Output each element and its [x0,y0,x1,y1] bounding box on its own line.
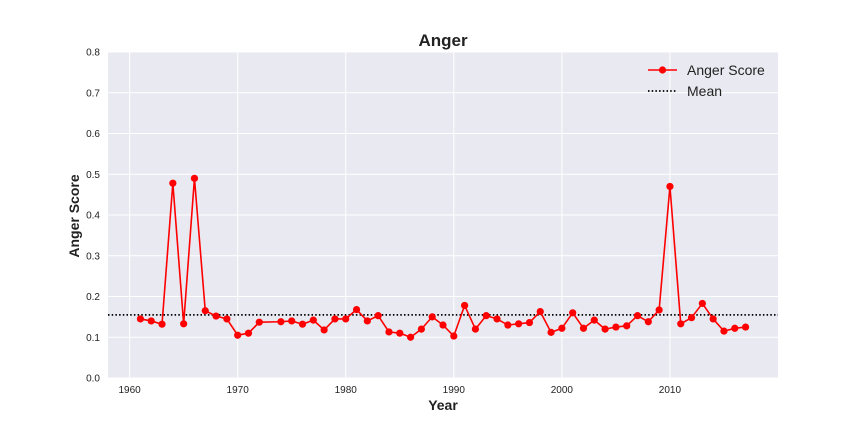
anger-score-point [720,327,728,335]
x-axis-title: Year [428,397,458,413]
anger-score-point [298,320,307,328]
anger-score-point [547,328,555,336]
anger-score-point [439,321,447,329]
y-tick-label: 0.6 [86,129,100,140]
anger-score-point [612,323,620,331]
x-axis-ticks: 1960 1970 1980 1990 2000 2010 [118,385,681,396]
anger-score-point [385,328,393,336]
anger-score-point [136,315,145,323]
chart-title: Anger [418,31,468,50]
anger-score-point [309,316,317,324]
anger-score-point [396,329,404,337]
y-tick-label: 0.1 [86,333,100,344]
anger-score-point [374,312,382,320]
anger-score-point [471,325,480,333]
y-tick-label: 0.0 [86,374,100,385]
anger-score-point [504,321,512,329]
x-tick-label: 2000 [551,385,574,396]
anger-score-point [644,318,652,326]
legend: Anger Score Mean [648,62,765,99]
anger-score-point [633,312,642,320]
anger-score-point [352,305,361,314]
y-tick-label: 0.5 [86,170,100,181]
anger-score-point [525,318,534,327]
legend-label-anger-score: Anger Score [687,62,765,78]
anger-score-point [331,315,339,323]
anger-score-point [623,322,631,330]
anger-score-point [601,325,609,333]
x-tick-label: 1980 [335,385,358,396]
anger-score-point [288,317,296,325]
anger-score-point [493,315,501,323]
anger-score-point [417,325,425,333]
x-tick-label: 1970 [227,385,250,396]
x-tick-label: 1960 [118,385,141,396]
y-tick-label: 0.7 [86,88,100,99]
anger-score-point [450,332,458,340]
anger-score-series [136,174,750,341]
anger-score-point [569,309,577,317]
anger-score-point [579,324,588,332]
legend-label-mean: Mean [687,83,722,99]
anger-score-point [482,312,490,320]
anger-score-point [277,318,285,326]
anger-score-point [169,179,177,187]
anger-score-point [741,323,750,331]
anger-score-point [147,317,155,325]
anger-score-point [342,315,350,323]
anger-score-point [158,320,166,328]
y-axis-ticks: 0.0 0.1 0.2 0.3 0.4 0.5 0.6 0.7 0.8 [86,48,100,385]
anger-score-point [698,299,706,308]
anger-score-point [655,306,663,314]
legend-marker-anger-score [658,66,667,74]
anger-score-point [558,324,566,332]
anger-score-point [406,333,415,341]
anger-score-point [244,329,253,337]
anger-score-point [223,315,231,323]
anger-score-point [515,320,523,328]
anger-score-point [461,301,469,310]
y-tick-label: 0.2 [86,292,100,303]
anger-score-point [428,313,436,321]
anger-score-point [709,315,717,323]
anger-score-point [536,307,544,316]
anger-score-point [212,312,220,320]
anger-score-point [320,326,328,334]
anger-score-point [666,182,674,191]
x-tick-label: 2010 [659,385,682,396]
grid [108,51,778,379]
y-tick-label: 0.8 [86,48,100,59]
anger-score-point [363,317,371,325]
y-tick-label: 0.4 [86,211,100,222]
anger-score-point [234,331,242,339]
y-tick-label: 0.3 [86,251,100,262]
anger-score-point [255,318,263,326]
anger-score-point [731,324,739,332]
x-tick-label: 1990 [443,385,466,396]
anger-score-point [677,320,685,328]
anger-score-point [190,174,199,182]
y-axis-title: Anger Score [66,174,82,257]
anger-score-point [201,307,209,315]
anger-score-point [180,320,188,328]
anger-score-point [590,316,598,324]
anger-score-point [687,314,696,322]
